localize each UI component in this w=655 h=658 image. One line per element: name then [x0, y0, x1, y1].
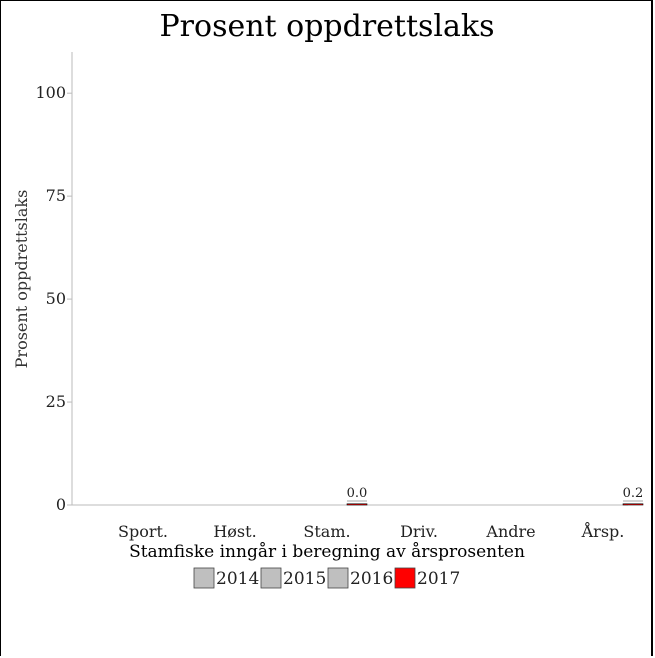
bar-2017-Årsp. [622, 503, 644, 506]
chart-caption: Stamfiske inngår i beregning av årsprose… [129, 542, 525, 562]
bar-2017-Stam. [346, 503, 368, 506]
legend-swatch-2015 [260, 567, 282, 589]
y-axis-label: Prosent oppdrettslaks [12, 190, 31, 369]
legend-swatch-2017 [394, 567, 416, 589]
y-ticks: 0 25 50 75 100 [35, 83, 72, 514]
legend-swatch-2016 [327, 567, 349, 589]
data-label: 0.2 [623, 486, 644, 501]
y-tick-label: 25 [46, 392, 66, 411]
y-tick-label: 75 [46, 186, 66, 205]
x-tick-label: Årsp. [581, 521, 625, 541]
y-tick-label: 100 [35, 83, 66, 102]
legend-label-2014: 2014 [216, 569, 259, 589]
bars [346, 503, 644, 506]
chart-title: Prosent oppdrettslaks [160, 9, 495, 44]
x-tick-label: Høst. [213, 522, 256, 541]
x-tick-label: Stam. [303, 522, 350, 541]
legend-label-2017: 2017 [417, 569, 460, 589]
y-tick-label: 0 [56, 495, 66, 514]
data-labels: 0.0 0.2 [347, 486, 644, 502]
legend-swatch-2014 [193, 567, 215, 589]
data-label: 0.0 [347, 486, 368, 501]
legend-label-2016: 2016 [350, 569, 393, 589]
y-tick-label: 50 [46, 289, 66, 308]
x-ticks: Sport. Høst. Stam. Driv. Andre Årsp. [118, 521, 624, 541]
legend-label-2015: 2015 [283, 569, 326, 589]
x-tick-label: Driv. [400, 522, 438, 541]
x-tick-label: Sport. [118, 522, 168, 541]
legend: 2014 2015 2016 2017 [193, 567, 460, 589]
x-tick-label: Andre [485, 522, 535, 541]
